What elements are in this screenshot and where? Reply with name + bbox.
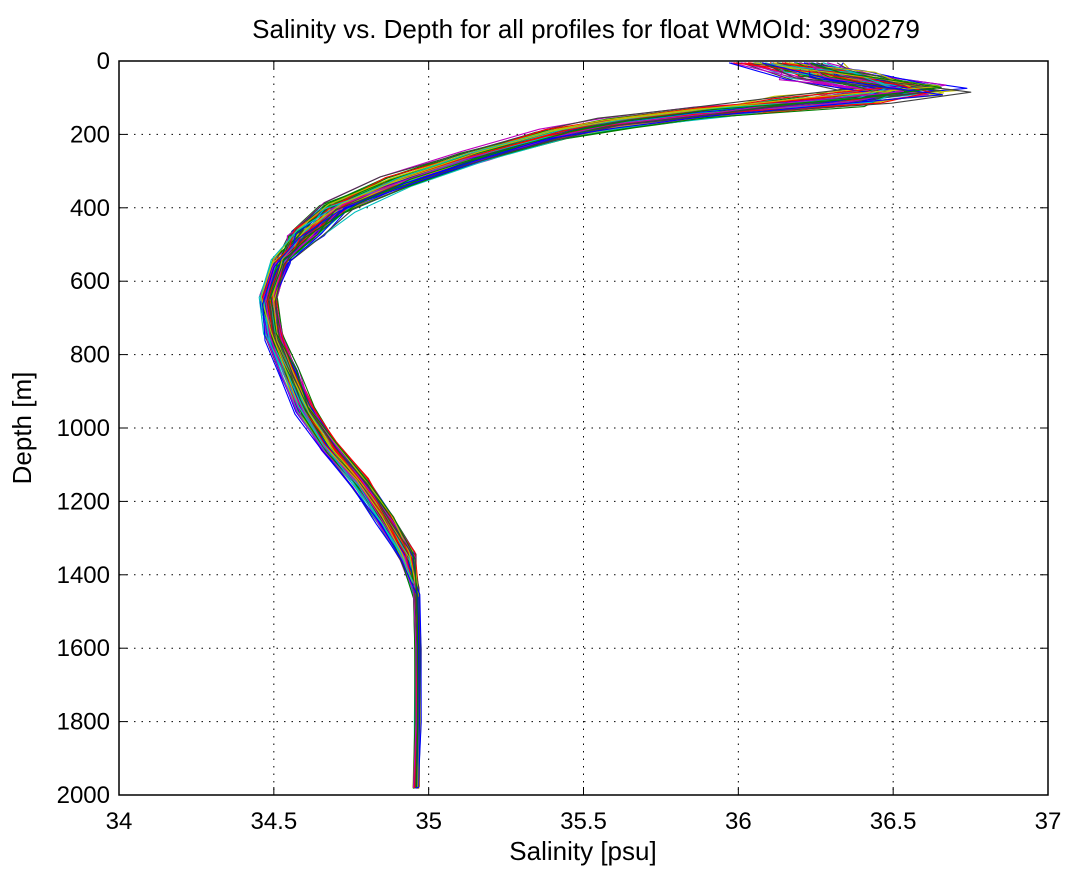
y-tick-label: 1600: [57, 635, 110, 662]
salinity-profile-line: [260, 62, 929, 789]
salinity-profile-line: [266, 62, 942, 787]
y-tick-label: 2000: [57, 782, 110, 809]
salinity-profile-line: [260, 62, 911, 789]
salinity-profile-line: [260, 62, 932, 788]
salinity-profile-line: [260, 62, 959, 788]
salinity-profile-line: [266, 62, 926, 787]
salinity-profile-line: [264, 62, 862, 787]
x-tick-label: 37: [1035, 808, 1062, 835]
salinity-profile-line: [266, 62, 925, 789]
salinity-profile-line: [266, 62, 887, 789]
salinity-profile-line: [269, 62, 890, 789]
salinity-profile-line: [271, 62, 972, 789]
salinity-profile-line: [260, 62, 911, 788]
salinity-profile-line: [263, 62, 941, 788]
salinity-profile-line: [275, 62, 968, 788]
salinity-profile-line: [271, 62, 905, 788]
y-tick-label: 1400: [57, 562, 110, 589]
y-tick-label: 400: [70, 195, 110, 222]
salinity-profile-line: [265, 62, 911, 788]
salinity-profile-line: [270, 62, 942, 788]
salinity-profile-line: [274, 62, 891, 787]
salinity-profile-line: [275, 62, 890, 789]
salinity-profile-line: [275, 62, 860, 788]
salinity-profile-line: [270, 62, 929, 789]
ticks-group: 34 34.5 35 35.5 36 36.5 37 0 200 400 600 800 1000 120…: [57, 48, 1062, 835]
salinity-profile-line: [262, 62, 906, 789]
salinity-profile-line: [263, 62, 902, 788]
salinity-profile-line: [265, 62, 914, 788]
salinity-profile-line: [272, 62, 934, 787]
salinity-profile-line: [271, 62, 913, 788]
x-tick-label: 34.5: [250, 808, 297, 835]
salinity-profile-line: [276, 62, 930, 788]
salinity-profile-line: [259, 62, 901, 789]
salinity-profile-line: [268, 62, 941, 788]
salinity-profile-line: [270, 62, 920, 789]
grid-group: [119, 61, 1048, 795]
salinity-profile-line: [266, 62, 904, 789]
salinity-profile-line: [264, 62, 908, 788]
salinity-profile-line: [268, 62, 908, 789]
salinity-profile-line: [274, 62, 925, 789]
salinity-profile-line: [262, 62, 888, 788]
y-tick-label: 800: [70, 342, 110, 369]
y-tick-label: 0: [97, 48, 110, 75]
salinity-profile-line: [268, 62, 945, 789]
y-tick-label: 600: [70, 268, 110, 295]
salinity-profile-line: [271, 62, 879, 788]
salinity-profile-line: [268, 62, 907, 787]
x-tick-label: 35.5: [560, 808, 607, 835]
chart-title: Salinity vs. Depth for all profiles for …: [252, 14, 920, 44]
salinity-profile-line: [269, 62, 910, 787]
salinity-profile-line: [265, 62, 906, 788]
salinity-profile-line: [263, 62, 896, 789]
salinity-profile-line: [272, 62, 941, 787]
salinity-profile-line: [269, 62, 931, 789]
salinity-profile-line: [264, 62, 936, 788]
salinity-profile-line: [263, 62, 895, 788]
salinity-profile-line: [272, 62, 944, 789]
salinity-profile-line: [261, 62, 872, 789]
salinity-profile-line: [272, 62, 936, 788]
y-tick-label: 1200: [57, 488, 110, 515]
salinity-profile-line: [270, 62, 917, 788]
salinity-profile-line: [274, 62, 909, 789]
salinity-profile-line: [266, 62, 870, 789]
salinity-profile-line: [262, 62, 914, 789]
salinity-profile-line: [261, 62, 888, 789]
y-tick-label: 200: [70, 121, 110, 148]
salinity-profile-line: [273, 62, 863, 789]
x-tick-label: 34: [106, 808, 133, 835]
salinity-profile-line: [262, 62, 943, 789]
salinity-profile-line: [268, 62, 902, 788]
salinity-profile-line: [268, 62, 927, 789]
salinity-profile-line: [259, 62, 882, 789]
x-tick-label: 36.5: [870, 808, 917, 835]
salinity-profile-line: [258, 62, 923, 788]
salinity-profile-line: [273, 62, 947, 787]
x-tick-label: 36: [725, 808, 752, 835]
salinity-profile-line: [264, 62, 917, 788]
salinity-profile-line: [263, 62, 893, 789]
x-axis-label: Salinity [psu]: [509, 836, 656, 866]
profiles-group: [258, 62, 972, 789]
salinity-profile-line: [262, 62, 916, 789]
salinity-profile-line: [268, 62, 889, 788]
salinity-profile-line: [274, 62, 913, 787]
y-tick-label: 1000: [57, 415, 110, 442]
salinity-profile-line: [259, 62, 891, 788]
y-tick-label: 1800: [57, 709, 110, 736]
salinity-profile-line: [272, 62, 909, 787]
salinity-profile-line: [259, 62, 917, 787]
x-tick-label: 35: [415, 808, 442, 835]
y-axis-label: Depth [m]: [7, 372, 37, 485]
salinity-profile-line: [266, 62, 884, 787]
salinity-profile-line: [270, 62, 917, 788]
salinity-profile-line: [267, 62, 901, 789]
salinity-profile-line: [270, 62, 907, 788]
